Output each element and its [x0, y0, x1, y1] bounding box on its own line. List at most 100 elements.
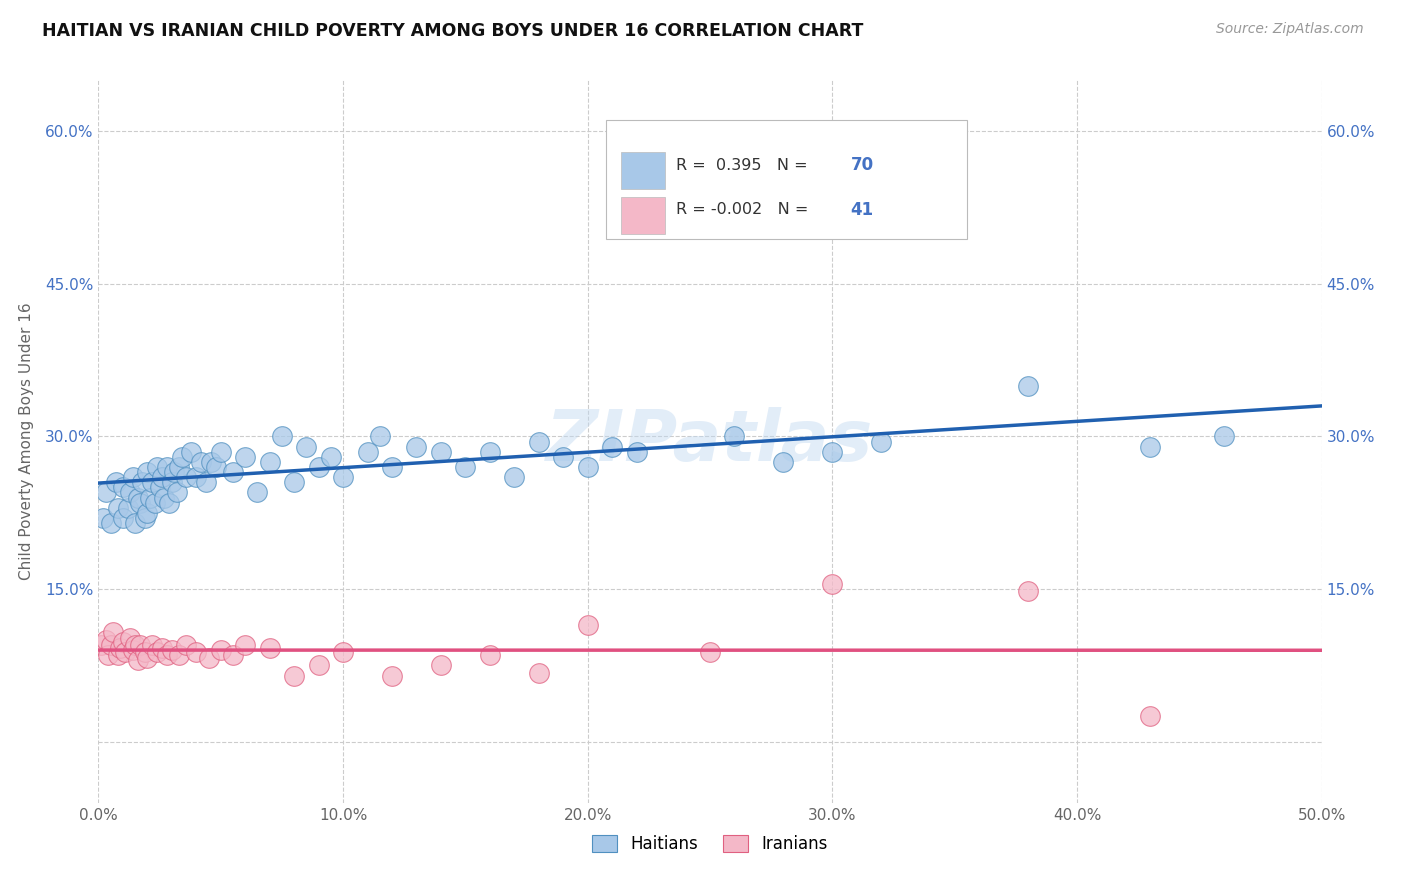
Point: [124, 638, 146, 652]
Point: [222, 465, 245, 479]
Point: [332, 645, 354, 659]
FancyBboxPatch shape: [620, 153, 665, 189]
Point: [1139, 440, 1161, 454]
Point: [156, 460, 179, 475]
Point: [723, 429, 745, 443]
Text: Source: ZipAtlas.com: Source: ZipAtlas.com: [1216, 22, 1364, 37]
Point: [209, 643, 232, 657]
FancyBboxPatch shape: [606, 120, 967, 239]
Point: [626, 444, 648, 458]
Point: [91, 511, 114, 525]
Point: [127, 653, 149, 667]
Point: [129, 638, 152, 652]
Point: [160, 643, 183, 657]
Point: [107, 500, 129, 515]
Text: 70: 70: [851, 156, 873, 174]
Point: [270, 429, 294, 443]
Point: [157, 495, 180, 509]
Point: [101, 624, 124, 639]
Point: [136, 465, 159, 479]
Point: [295, 440, 318, 454]
Point: [197, 651, 219, 665]
Point: [319, 450, 342, 464]
Point: [356, 444, 378, 458]
Point: [110, 641, 132, 656]
Text: HAITIAN VS IRANIAN CHILD POVERTY AMONG BOYS UNDER 16 CORRELATION CHART: HAITIAN VS IRANIAN CHILD POVERTY AMONG B…: [42, 22, 863, 40]
Text: ZIPatlas: ZIPatlas: [547, 407, 873, 476]
Point: [190, 455, 212, 469]
Legend: Haitians, Iranians: Haitians, Iranians: [585, 828, 835, 860]
Point: [141, 638, 163, 652]
Point: [107, 648, 129, 663]
Point: [163, 465, 186, 479]
Point: [430, 658, 453, 673]
Point: [454, 460, 477, 475]
Point: [381, 460, 404, 475]
Point: [117, 500, 139, 515]
Point: [134, 511, 156, 525]
Point: [124, 516, 146, 530]
Point: [233, 450, 256, 464]
Point: [121, 643, 143, 657]
Point: [527, 434, 550, 449]
Point: [205, 460, 228, 475]
Point: [368, 429, 391, 443]
Point: [94, 485, 117, 500]
Point: [675, 190, 697, 204]
Point: [222, 648, 245, 663]
Point: [195, 475, 218, 490]
Point: [1017, 378, 1039, 392]
Point: [97, 648, 120, 663]
Point: [180, 444, 202, 458]
Point: [772, 455, 794, 469]
Point: [104, 475, 127, 490]
Point: [527, 665, 550, 680]
Point: [176, 638, 198, 652]
Point: [246, 485, 269, 500]
Point: [186, 645, 208, 659]
Point: [176, 470, 198, 484]
Point: [156, 648, 179, 663]
Point: [576, 460, 599, 475]
Point: [136, 506, 159, 520]
FancyBboxPatch shape: [620, 197, 665, 234]
Point: [136, 651, 159, 665]
Point: [120, 485, 142, 500]
Point: [90, 638, 112, 652]
Point: [200, 455, 222, 469]
Point: [149, 480, 172, 494]
Point: [170, 450, 193, 464]
Point: [821, 577, 844, 591]
Y-axis label: Child Poverty Among Boys Under 16: Child Poverty Among Boys Under 16: [18, 302, 34, 581]
Point: [111, 635, 134, 649]
Text: 41: 41: [851, 201, 873, 219]
Point: [160, 475, 183, 490]
Point: [100, 516, 122, 530]
Point: [283, 668, 305, 682]
Point: [1017, 584, 1039, 599]
Point: [141, 475, 163, 490]
Point: [1139, 709, 1161, 723]
Point: [167, 460, 190, 475]
Point: [143, 495, 166, 509]
Point: [600, 440, 623, 454]
Text: R =  0.395   N =: R = 0.395 N =: [676, 158, 813, 172]
Point: [120, 631, 142, 645]
Point: [478, 444, 501, 458]
Point: [259, 641, 281, 656]
Point: [699, 645, 721, 659]
Point: [430, 444, 453, 458]
Point: [283, 475, 305, 490]
Point: [111, 480, 134, 494]
Point: [150, 470, 173, 484]
Point: [308, 460, 330, 475]
Point: [478, 648, 501, 663]
Point: [1212, 429, 1234, 443]
Point: [167, 648, 190, 663]
Point: [134, 645, 156, 659]
Point: [870, 434, 893, 449]
Point: [503, 470, 526, 484]
Point: [381, 668, 404, 682]
Point: [332, 470, 354, 484]
Point: [114, 645, 136, 659]
